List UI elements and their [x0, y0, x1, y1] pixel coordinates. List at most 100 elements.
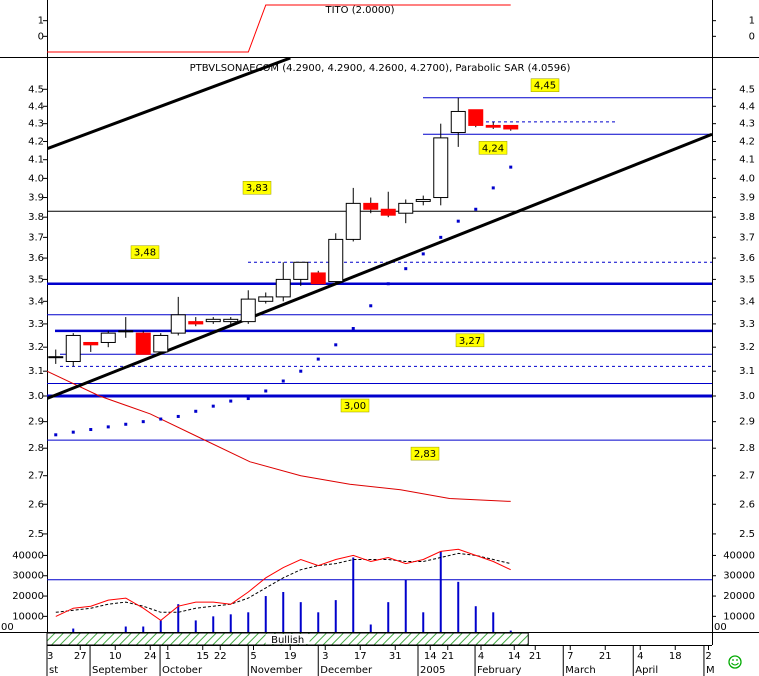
y-tick-label-right: 3.2 — [739, 342, 755, 353]
y-tick-label: 3.7 — [28, 232, 44, 243]
sar-dot — [439, 235, 443, 239]
candle-body — [485, 124, 501, 128]
month-label: April — [635, 665, 658, 676]
y-tick-label-right: 30000 — [723, 571, 755, 582]
candle-body — [118, 330, 134, 333]
candle-body — [100, 332, 116, 343]
sar-dot — [194, 409, 198, 413]
y-tick-label-right: 3.8 — [739, 212, 755, 223]
level-label: 3,00 — [344, 401, 366, 412]
level-label-box — [455, 333, 485, 348]
y-tick-label-right: 2.8 — [739, 443, 755, 454]
candle-body — [293, 261, 309, 280]
sar-dot — [211, 404, 215, 408]
y-tick-label: 1 — [38, 16, 44, 27]
x-tick-label: 22 — [214, 651, 227, 662]
y-tick-label: 0 — [38, 31, 44, 42]
candle-body — [188, 321, 204, 325]
y-tick-label: 2.5 — [28, 529, 44, 540]
candle-body — [310, 272, 326, 285]
candle-body — [205, 318, 221, 323]
sar-dot — [334, 343, 338, 347]
y-tick-label-right: 4.3 — [739, 119, 755, 130]
x-tick-label: 2 — [705, 651, 711, 662]
x-tick-label: 27 — [74, 651, 87, 662]
x-tick-label: 3 — [47, 651, 53, 662]
level-label: 3,83 — [246, 183, 268, 194]
y-tick-label: 4.4 — [28, 101, 44, 112]
candle-body — [450, 110, 466, 134]
y-tick-label: 3.5 — [28, 274, 44, 285]
sar-dot — [369, 304, 373, 308]
chart-title: PTBVLSONAECOM (4.2900, 4.2900, 4.2600, 4… — [190, 63, 571, 74]
candle-body — [240, 298, 256, 323]
y-tick-label-right: 4.4 — [739, 101, 755, 112]
candle-body — [380, 208, 396, 216]
moving-average — [47, 370, 511, 502]
sar-dot — [491, 186, 495, 190]
x-tick-label: 7 — [567, 651, 573, 662]
level-label-box — [530, 78, 560, 92]
trendline — [47, 58, 291, 151]
sar-dot — [474, 207, 478, 211]
level-label: 3,48 — [134, 248, 156, 259]
candle-body — [48, 356, 64, 359]
y-tick-label-right: 4.0 — [739, 173, 755, 184]
x-tick-label: 4 — [478, 651, 484, 662]
sar-dot — [316, 357, 320, 361]
x-tick-label: 21 — [599, 651, 612, 662]
y-tick-label: 3.0 — [28, 391, 44, 402]
y-tick-label-right: 3.1 — [739, 366, 755, 377]
x-tick-label: 10 — [109, 651, 122, 662]
y-tick-label: 3.1 — [28, 366, 44, 377]
sar-dot — [386, 282, 390, 286]
y-tick-label-right: 2.9 — [739, 417, 755, 428]
x-tick-label: 5 — [250, 651, 256, 662]
indicator-title: TITO (2.0000) — [324, 5, 394, 16]
smiley — [728, 655, 742, 669]
y-tick-label: 3.6 — [28, 253, 44, 264]
y-tick-label-right: 3.0 — [739, 391, 755, 402]
x-tick-label: 21 — [529, 651, 542, 662]
sar-dot — [159, 417, 163, 421]
y-tick-label: 10000 — [12, 611, 44, 622]
level-label-box — [130, 245, 160, 259]
candle-body — [135, 332, 151, 355]
sar-dot — [106, 425, 110, 429]
y-tick-label-right: 4.2 — [739, 136, 755, 147]
y-tick-label: 4.3 — [28, 119, 44, 130]
sar-dot — [264, 389, 268, 393]
y-tick-label: 3.8 — [28, 212, 44, 223]
y-tick-label-right: 10000 — [723, 611, 755, 622]
sar-dot — [456, 219, 460, 223]
level-label: 4,24 — [482, 143, 504, 154]
sar-dot — [404, 267, 408, 271]
y-tick-label: 2.7 — [28, 471, 44, 482]
y-tick-label-right: 3.3 — [739, 319, 755, 330]
month-label: March — [565, 665, 595, 676]
sar-dot — [421, 252, 425, 256]
cut-tick-label: 00 — [1, 622, 14, 633]
candle-body — [170, 314, 186, 334]
volume-ma — [55, 548, 511, 622]
y-tick-label: 4.5 — [28, 84, 44, 95]
cut-tick-label-right: 00 — [714, 622, 727, 633]
sar-dot — [141, 420, 145, 424]
x-tick-label: 17 — [354, 651, 367, 662]
candle-body — [153, 334, 169, 353]
candle-body — [223, 318, 239, 323]
y-tick-label-right: 3.5 — [739, 274, 755, 285]
y-tick-label: 3.2 — [28, 342, 44, 353]
sar-dot — [124, 422, 128, 426]
x-tick-label: 4 — [637, 651, 643, 662]
sar-dot — [299, 369, 303, 373]
x-tick-label: 14 — [508, 651, 521, 662]
level-label: 3,27 — [459, 336, 481, 347]
level-label-box — [340, 398, 370, 413]
sar-dot — [71, 430, 75, 434]
y-tick-label: 2.8 — [28, 443, 44, 454]
level-label: 2,83 — [414, 449, 436, 460]
candle-body — [345, 202, 361, 240]
